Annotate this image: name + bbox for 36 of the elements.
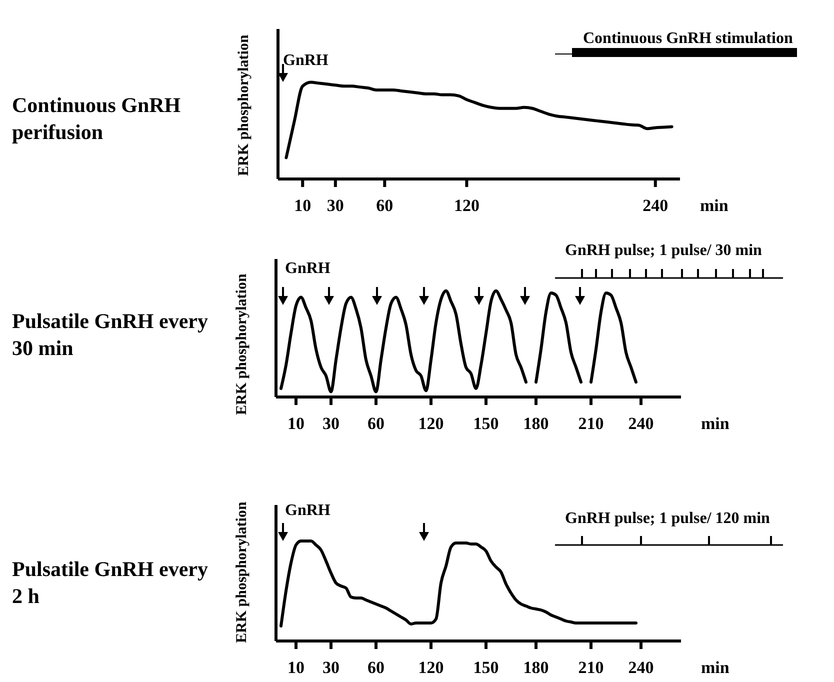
y-axis-title: ERK phosphorylation: [236, 33, 253, 178]
x-tick-label: 150: [473, 414, 499, 434]
x-tick-label: 10: [288, 658, 304, 678]
x-tick-label: 60: [376, 196, 394, 216]
text: GnRH pulse; 1 pulse/ 120 min: [565, 510, 770, 528]
x-axis-title: min: [700, 196, 729, 215]
text: Pulsatile GnRH every 2 h: [12, 556, 209, 610]
x-tick-label: 240: [628, 658, 654, 678]
x-axis-title: min: [701, 658, 730, 677]
x-tick-label: 30: [326, 196, 344, 216]
x-tick-label: 240: [628, 414, 654, 434]
text: Continuous GnRH stimulation: [583, 30, 793, 48]
x-tick-label: 10: [294, 196, 312, 216]
x-tick-label: 180: [523, 658, 549, 678]
text: GnRH pulse; 1 pulse/ 30 min: [565, 242, 762, 260]
text: GnRH: [285, 260, 330, 278]
x-tick-label: 210: [578, 658, 604, 678]
x-tick-label: 180: [523, 414, 549, 434]
x-tick-label: 120: [418, 658, 444, 678]
x-tick-label: 30: [322, 658, 340, 678]
text: GnRH: [283, 52, 328, 70]
x-tick-label: 120: [454, 196, 480, 216]
x-tick-label: 150: [473, 658, 499, 678]
x-tick-label: 210: [578, 414, 604, 434]
text: GnRH: [285, 502, 330, 520]
y-axis-title: ERK phosphorylation: [234, 500, 251, 646]
x-tick-label: 60: [368, 414, 384, 434]
x-tick-label: 240: [642, 196, 668, 216]
text: Continuous GnRH perifusion: [12, 92, 182, 146]
x-tick-label: 30: [322, 414, 340, 434]
x-tick-label: 10: [288, 414, 304, 434]
x-tick-label: 60: [368, 658, 384, 678]
x-axis-title: min: [701, 414, 730, 433]
y-axis-title: ERK phosphorylation: [234, 272, 251, 417]
text: Pulsatile GnRH every 30 min: [12, 308, 209, 362]
x-tick-label: 120: [418, 414, 444, 434]
